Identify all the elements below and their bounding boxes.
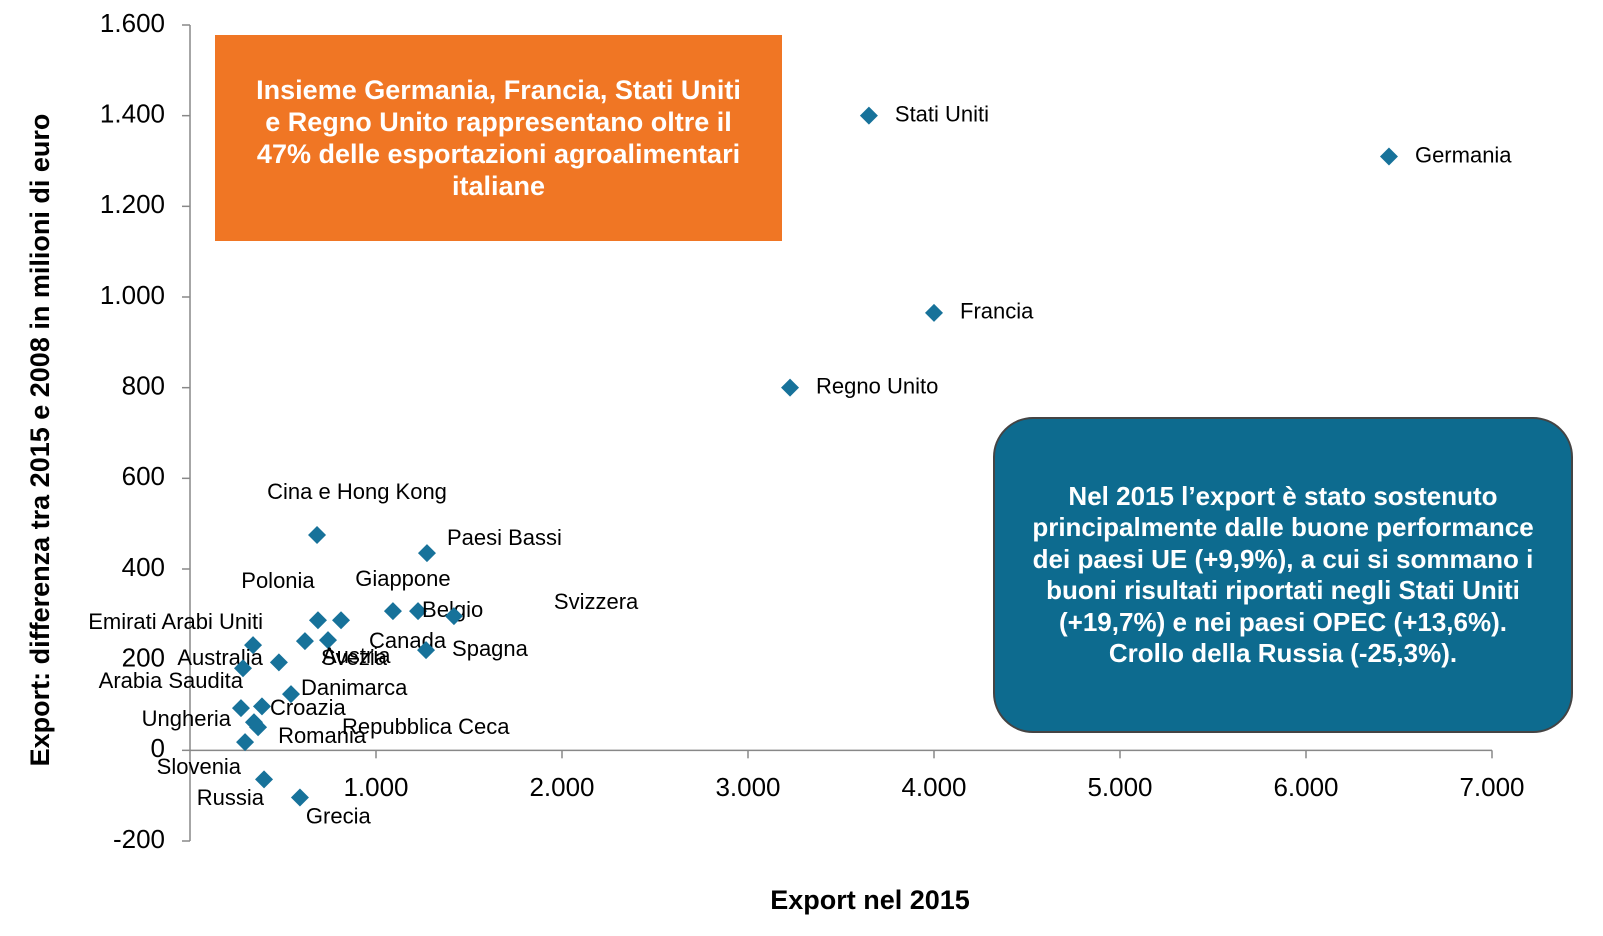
x-tick-label: 2.000 — [529, 772, 594, 802]
y-tick-label: 0 — [151, 733, 165, 763]
point-label: Cina e Hong Kong — [267, 479, 447, 504]
annotation-box: Nel 2015 l’export è stato sostenuto prin… — [993, 417, 1573, 733]
point — [781, 378, 800, 397]
point — [249, 718, 268, 737]
point-label: Ungheria — [142, 706, 232, 731]
x-tick-label: 7.000 — [1459, 772, 1524, 802]
x-tick-label: 4.000 — [901, 772, 966, 802]
point — [417, 641, 436, 660]
point — [417, 544, 436, 563]
point-label: Paesi Bassi — [447, 525, 562, 550]
point — [332, 611, 351, 630]
point — [859, 106, 878, 125]
point-label: Australia — [177, 645, 263, 670]
y-tick-label: 1.200 — [100, 189, 165, 219]
point-label: Croazia — [270, 695, 347, 720]
y-tick-label: 400 — [122, 552, 165, 582]
point-label: Emirati Arabi Uniti — [88, 609, 263, 634]
y-tick-label: 200 — [122, 643, 165, 673]
point — [244, 636, 263, 655]
point-label: Russia — [197, 785, 265, 810]
point-label: Arabia Saudita — [99, 668, 244, 693]
point — [255, 770, 274, 789]
point — [252, 697, 271, 716]
point — [290, 788, 309, 807]
point — [244, 713, 263, 732]
y-tick-label: 1.400 — [100, 99, 165, 129]
y-tick-label: 1.000 — [100, 280, 165, 310]
point-label: Spagna — [452, 636, 529, 661]
point-label: Slovenia — [157, 754, 242, 779]
point — [409, 602, 428, 621]
point-label: Grecia — [306, 803, 372, 828]
point-label: Repubblica Ceca — [342, 714, 510, 739]
point — [444, 607, 463, 626]
point-label: Stati Uniti — [895, 101, 989, 126]
annotation-box: Insieme Germania, Francia, Stati Uniti e… — [215, 35, 782, 241]
point — [319, 631, 338, 650]
point-label: Svizzera — [554, 589, 639, 614]
point — [269, 653, 288, 672]
x-tick-label: 1.000 — [343, 772, 408, 802]
point-label: Francia — [960, 299, 1034, 324]
point — [281, 685, 300, 704]
x-tick-label: 3.000 — [715, 772, 780, 802]
point-label: Romania — [278, 723, 367, 748]
y-tick-label: 600 — [122, 461, 165, 491]
point — [383, 602, 402, 621]
point-label: Danimarca — [301, 675, 408, 700]
point-label: Polonia — [241, 568, 315, 593]
x-tick-label: 5.000 — [1087, 772, 1152, 802]
point — [925, 303, 943, 322]
x-tick-label: 6.000 — [1273, 772, 1338, 802]
y-tick-label: 800 — [122, 371, 165, 401]
point-label: Giappone — [355, 566, 450, 591]
point — [231, 699, 250, 718]
point — [295, 632, 314, 651]
point — [236, 733, 255, 752]
y-axis-title: Export: differenza tra 2015 e 2008 in mi… — [25, 113, 55, 767]
point-label: Germania — [1415, 142, 1512, 167]
point-label: Canada — [369, 628, 447, 653]
y-tick-label: 1.600 — [100, 8, 165, 38]
x-axis-title: Export nel 2015 — [770, 885, 970, 915]
point — [234, 659, 253, 678]
point-label: Regno Unito — [816, 373, 938, 398]
point — [308, 611, 327, 630]
y-tick-label: -200 — [113, 824, 165, 854]
point — [308, 526, 327, 544]
point-label: Svezia — [321, 645, 388, 670]
point-label: Austria — [322, 643, 391, 668]
point — [1379, 147, 1398, 166]
